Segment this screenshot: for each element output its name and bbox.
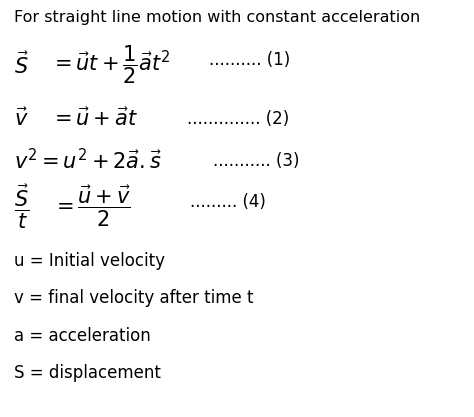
Text: $\vec{S}$: $\vec{S}$: [14, 51, 29, 78]
Text: $v^2 = u^2 + 2\vec{a}.\vec{s}$: $v^2 = u^2 + 2\vec{a}.\vec{s}$: [14, 148, 163, 173]
Text: $\dfrac{\vec{S}}{t}$: $\dfrac{\vec{S}}{t}$: [14, 182, 29, 231]
Text: $= \vec{u} + \vec{a}t$: $= \vec{u} + \vec{a}t$: [50, 108, 138, 130]
Text: ........... (3): ........... (3): [213, 151, 300, 170]
Text: .......... (1): .......... (1): [209, 51, 290, 70]
Text: a = acceleration: a = acceleration: [14, 327, 151, 345]
Text: $= \dfrac{\vec{u}+\vec{v}}{2}$: $= \dfrac{\vec{u}+\vec{v}}{2}$: [52, 184, 131, 229]
Text: $\vec{v}$: $\vec{v}$: [14, 108, 29, 130]
Text: ......... (4): ......... (4): [190, 193, 265, 211]
Text: v = final velocity after time t: v = final velocity after time t: [14, 289, 254, 307]
Text: u = Initial velocity: u = Initial velocity: [14, 251, 165, 270]
Text: .............. (2): .............. (2): [187, 110, 290, 128]
Text: S = displacement: S = displacement: [14, 364, 161, 382]
Text: $= \vec{u}t + \dfrac{1}{2}\vec{a}t^2$: $= \vec{u}t + \dfrac{1}{2}\vec{a}t^2$: [50, 43, 171, 86]
Text: For straight line motion with constant acceleration: For straight line motion with constant a…: [14, 10, 420, 25]
